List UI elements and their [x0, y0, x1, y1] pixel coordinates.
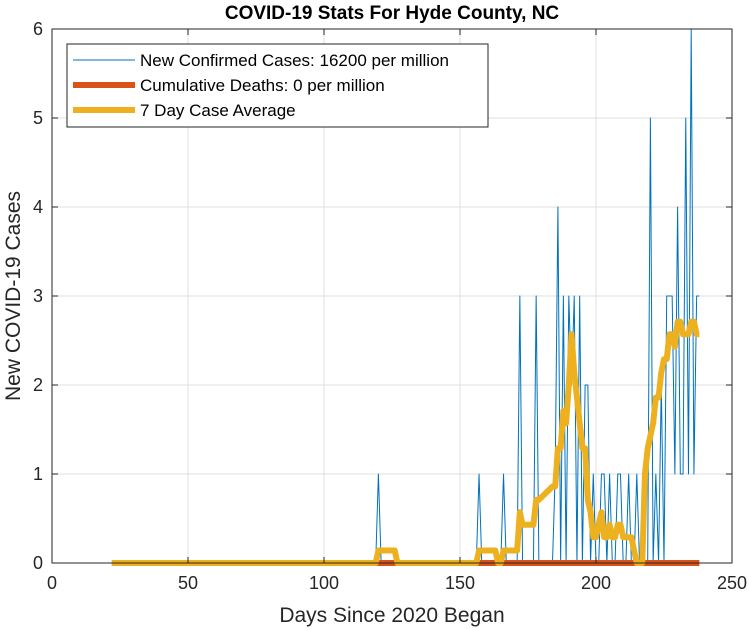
y-axis-label: New COVID-19 Cases [2, 191, 25, 401]
y-tick-label-1: 1 [33, 464, 43, 484]
y-tick-label-6: 6 [33, 19, 43, 39]
y-tick-label-0: 0 [33, 553, 43, 573]
series-new-cases-line [111, 28, 700, 564]
y-tick-label-5: 5 [33, 108, 43, 128]
y-tick-label-4: 4 [33, 197, 43, 217]
x-tick-label-3: 150 [445, 573, 475, 593]
chart-title: COVID-19 Stats For Hyde County, NC [225, 3, 560, 24]
legend: New Confirmed Cases: 16200 per million Cu… [66, 43, 489, 128]
x-axis-label: Days Since 2020 Began [279, 604, 504, 627]
y-tick-label-2: 2 [33, 375, 43, 395]
legend-entry-cumulative-deaths-label: Cumulative Deaths: 0 per million [140, 76, 385, 95]
legend-entry-7-day-average-label: 7 Day Case Average [140, 101, 296, 120]
series-7-day-average-line [111, 318, 700, 566]
x-tick-label-0: 0 [47, 573, 57, 593]
grid [52, 29, 732, 563]
ticks: 0 50 100 150 200 250 0 1 2 3 4 5 6 [33, 19, 747, 593]
legend-entry-new-cases-label: New Confirmed Cases: 16200 per million [140, 51, 449, 70]
x-tick-label-5: 250 [717, 573, 747, 593]
y-tick-label-3: 3 [33, 286, 43, 306]
x-tick-label-1: 50 [178, 573, 198, 593]
x-tick-label-4: 200 [581, 573, 611, 593]
legend-box [66, 43, 489, 128]
x-tick-label-2: 100 [309, 573, 339, 593]
